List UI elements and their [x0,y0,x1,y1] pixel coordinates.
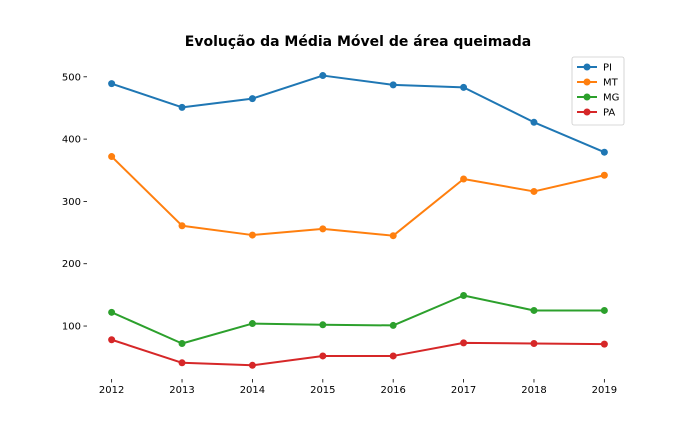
data-point-mg [319,321,327,329]
data-point-pa [460,339,468,347]
y-tick-label: 300 [62,197,81,208]
series-line-pa [111,338,605,367]
data-point-pi [389,81,397,89]
data-point-pa [600,340,608,348]
data-point-pa [108,336,116,344]
y-tick-label: 200 [62,259,81,270]
x-tick-label: 2016 [380,385,405,396]
series-layer [108,72,608,369]
data-point-mg [530,306,538,314]
series-line-mt [110,155,605,237]
legend-marker-mt [583,78,591,86]
x-tick-label: 2015 [310,385,335,396]
y-tick-label: 500 [62,72,81,83]
legend-marker-mg [583,93,591,101]
data-point-pa [178,359,186,367]
data-point-pa [248,361,256,369]
x-axis: 2012 2013 2014 2015 2016 2017 2018 2019 [99,379,617,396]
series-line-mg [111,294,605,345]
series-mt [108,153,608,240]
data-point-mg [108,308,116,316]
data-point-pi [460,83,468,91]
data-point-mg [600,306,608,314]
y-tick-label: 100 [62,322,81,333]
data-point-pi [600,148,608,156]
data-point-mg [460,292,468,300]
x-tick-label: 2013 [169,385,194,396]
x-tick-label: 2017 [451,385,476,396]
x-tick-label: 2019 [592,385,617,396]
data-point-pi [178,103,186,111]
data-point-mt [108,153,116,161]
data-point-mt [389,232,397,240]
series-mg [108,292,608,347]
data-point-mg [389,321,397,329]
series-pa [108,336,608,369]
x-tick-label: 2018 [521,385,546,396]
data-point-mt [460,175,468,183]
data-point-pa [530,339,538,347]
x-tick-label: 2014 [240,385,265,396]
y-tick-label: 400 [62,135,81,146]
data-point-pi [530,118,538,126]
legend-marker-pi [583,63,591,71]
legend-label-pi: PI [603,63,612,74]
data-point-mg [248,320,256,328]
data-point-pa [389,352,397,360]
legend: PI MT MG PA [571,56,625,126]
data-point-pi [108,80,116,88]
data-point-mg [178,339,186,347]
series-pi [108,72,608,156]
data-point-mt [600,171,608,179]
legend-marker-pa [583,108,591,116]
data-point-mt [530,187,538,195]
data-point-pi [319,72,327,80]
chart-title: Evolução da Média Móvel de área queimada [185,34,531,50]
legend-label-mt: MT [603,78,619,89]
data-point-pa [319,352,327,360]
data-point-mt [248,231,256,239]
x-tick-label: 2012 [99,385,124,396]
legend-box [571,56,625,126]
data-point-pi [248,95,256,103]
data-point-mt [178,222,186,230]
y-axis: 100 200 300 400 500 [62,72,87,333]
legend-label-mg: MG [603,93,619,104]
data-point-mt [319,225,327,233]
legend-label-pa: PA [603,108,615,119]
series-line-pi [111,74,605,154]
